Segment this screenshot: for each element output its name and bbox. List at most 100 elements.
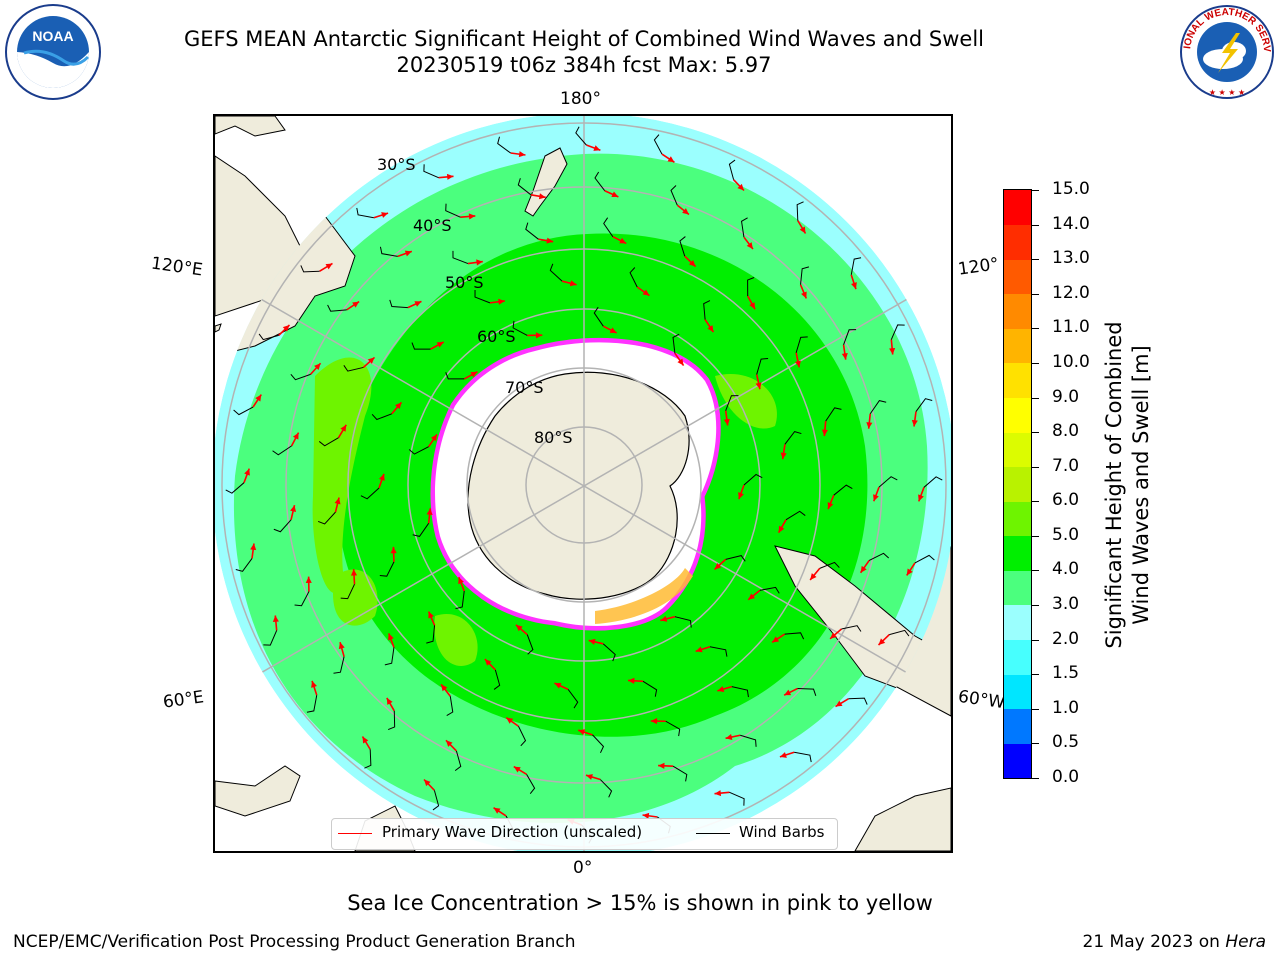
wind-barb — [923, 476, 943, 488]
wave-arrow-head — [441, 684, 448, 692]
wind-barb — [526, 774, 536, 794]
wave-arrow-head — [878, 638, 886, 645]
wave-arrow-head — [642, 812, 650, 819]
wind-barb — [795, 336, 808, 353]
wave-arrow-head — [841, 352, 848, 360]
wave-arrow-shaft — [872, 230, 880, 246]
wind-barb — [889, 717, 910, 725]
wind-barb — [454, 750, 462, 772]
wind-barb — [526, 634, 534, 655]
wind-barb — [740, 217, 748, 238]
wave-arrow-head — [379, 473, 385, 481]
wave-arrow-head — [424, 779, 431, 787]
wind-barb — [794, 751, 812, 763]
wind-barb — [592, 734, 605, 754]
wave-arrow-head — [352, 301, 360, 308]
colorbar-tick-label: 15.0 — [1052, 179, 1090, 199]
wave-arrow-head — [611, 191, 619, 198]
wave-direction-arrows — [238, 139, 930, 831]
wind-barb — [665, 720, 681, 737]
wind-barb — [670, 185, 678, 206]
wind-barb — [629, 267, 638, 288]
lat-label-70s: 70°S — [505, 378, 544, 397]
wave-arrow-shaft — [247, 662, 252, 678]
wave-arrow-head — [725, 734, 733, 741]
wind-barb — [432, 790, 440, 811]
wind-barb — [850, 257, 862, 275]
wave-arrow-head — [362, 736, 369, 744]
wave-arrow-head — [381, 212, 389, 218]
wind-barb — [915, 398, 933, 412]
footer-date-text: 21 May 2023 on — [1082, 932, 1226, 952]
lon-label-120w: 120° — [956, 254, 1001, 280]
wind-barb — [797, 688, 817, 696]
lat-label-50s: 50°S — [445, 273, 484, 292]
wave-arrow-head — [476, 259, 483, 266]
wind-barb — [756, 358, 769, 375]
wave-arrow-head — [794, 360, 801, 368]
wave-arrow-head — [282, 325, 290, 332]
wind-barb — [759, 586, 780, 594]
wind-barb — [493, 669, 501, 690]
wind-barb — [567, 689, 579, 709]
colorbar-tick-label: 7.0 — [1052, 455, 1080, 476]
wave-arrow-head — [660, 615, 668, 622]
colorbar-segment — [1004, 190, 1031, 225]
wave-arrow-head — [244, 468, 250, 476]
colorbar-tick-label: 8.0 — [1052, 421, 1080, 442]
wave-arrow-head — [737, 183, 744, 191]
colorbar-segment — [1004, 362, 1031, 398]
wind-barb — [833, 484, 853, 496]
wave-arrow-head — [609, 327, 617, 333]
wind-barb — [445, 372, 465, 380]
wave-arrow-head — [801, 291, 807, 299]
colorbar-segment — [1004, 743, 1031, 779]
noaa-logo: NOAA — [5, 4, 101, 100]
wind-barb — [273, 519, 292, 533]
sea-ice-note: Sea Ice Concentration > 15% is shown in … — [347, 891, 933, 915]
colorbar-tick-label: 6.0 — [1052, 490, 1080, 511]
colorbar-tick-label: 1.0 — [1052, 697, 1080, 718]
wave-arrow-head — [682, 208, 689, 215]
colorbar-tick-label: 0.5 — [1052, 732, 1080, 753]
wind-barb — [749, 119, 756, 140]
wind-barb — [731, 686, 749, 698]
lat-label-60s: 60°S — [477, 327, 516, 346]
wave-arrow-shaft — [341, 777, 351, 792]
wind-barb — [890, 324, 905, 340]
colorbar-tick — [1032, 466, 1039, 468]
wind-barb — [868, 552, 890, 561]
wind-barb — [408, 446, 429, 455]
wave-arrow-head — [325, 263, 333, 270]
wind-barb — [784, 431, 802, 445]
wave-arrow-head — [305, 576, 312, 583]
wind-barb — [300, 265, 320, 273]
colorbar-tick — [1032, 432, 1039, 434]
wave-arrow-head — [498, 298, 505, 305]
wave-arrow-head — [779, 752, 787, 758]
wave-arrow-head — [688, 260, 696, 267]
wave-arrow-head — [554, 683, 562, 689]
lon-label-0: 0° — [573, 858, 593, 878]
wave-arrow-head — [569, 280, 577, 287]
wave-arrow-head — [911, 419, 918, 427]
colorbar-segment — [1004, 708, 1031, 744]
wave-arrow-head — [350, 569, 358, 576]
colorbar-segment — [1004, 328, 1031, 364]
wind-barb — [512, 320, 528, 336]
wave-arrow-head — [290, 505, 297, 513]
colorbar-tick-label: 14.0 — [1052, 213, 1090, 234]
wave-arrow-head — [873, 494, 879, 502]
colorbar-segment — [1004, 570, 1031, 606]
wind-barb — [653, 134, 663, 155]
graticule — [212, 113, 956, 857]
colorbar-tick — [1032, 293, 1039, 295]
wave-arrow-head — [658, 762, 665, 769]
wave-arrow-head — [906, 568, 913, 576]
colorbar-tick — [1032, 190, 1039, 191]
wind-barb — [387, 710, 396, 731]
colorbar-segment — [1004, 466, 1031, 502]
wave-arrow-head — [338, 642, 345, 650]
wind-barb — [747, 277, 755, 297]
wind-barb — [525, 222, 539, 240]
